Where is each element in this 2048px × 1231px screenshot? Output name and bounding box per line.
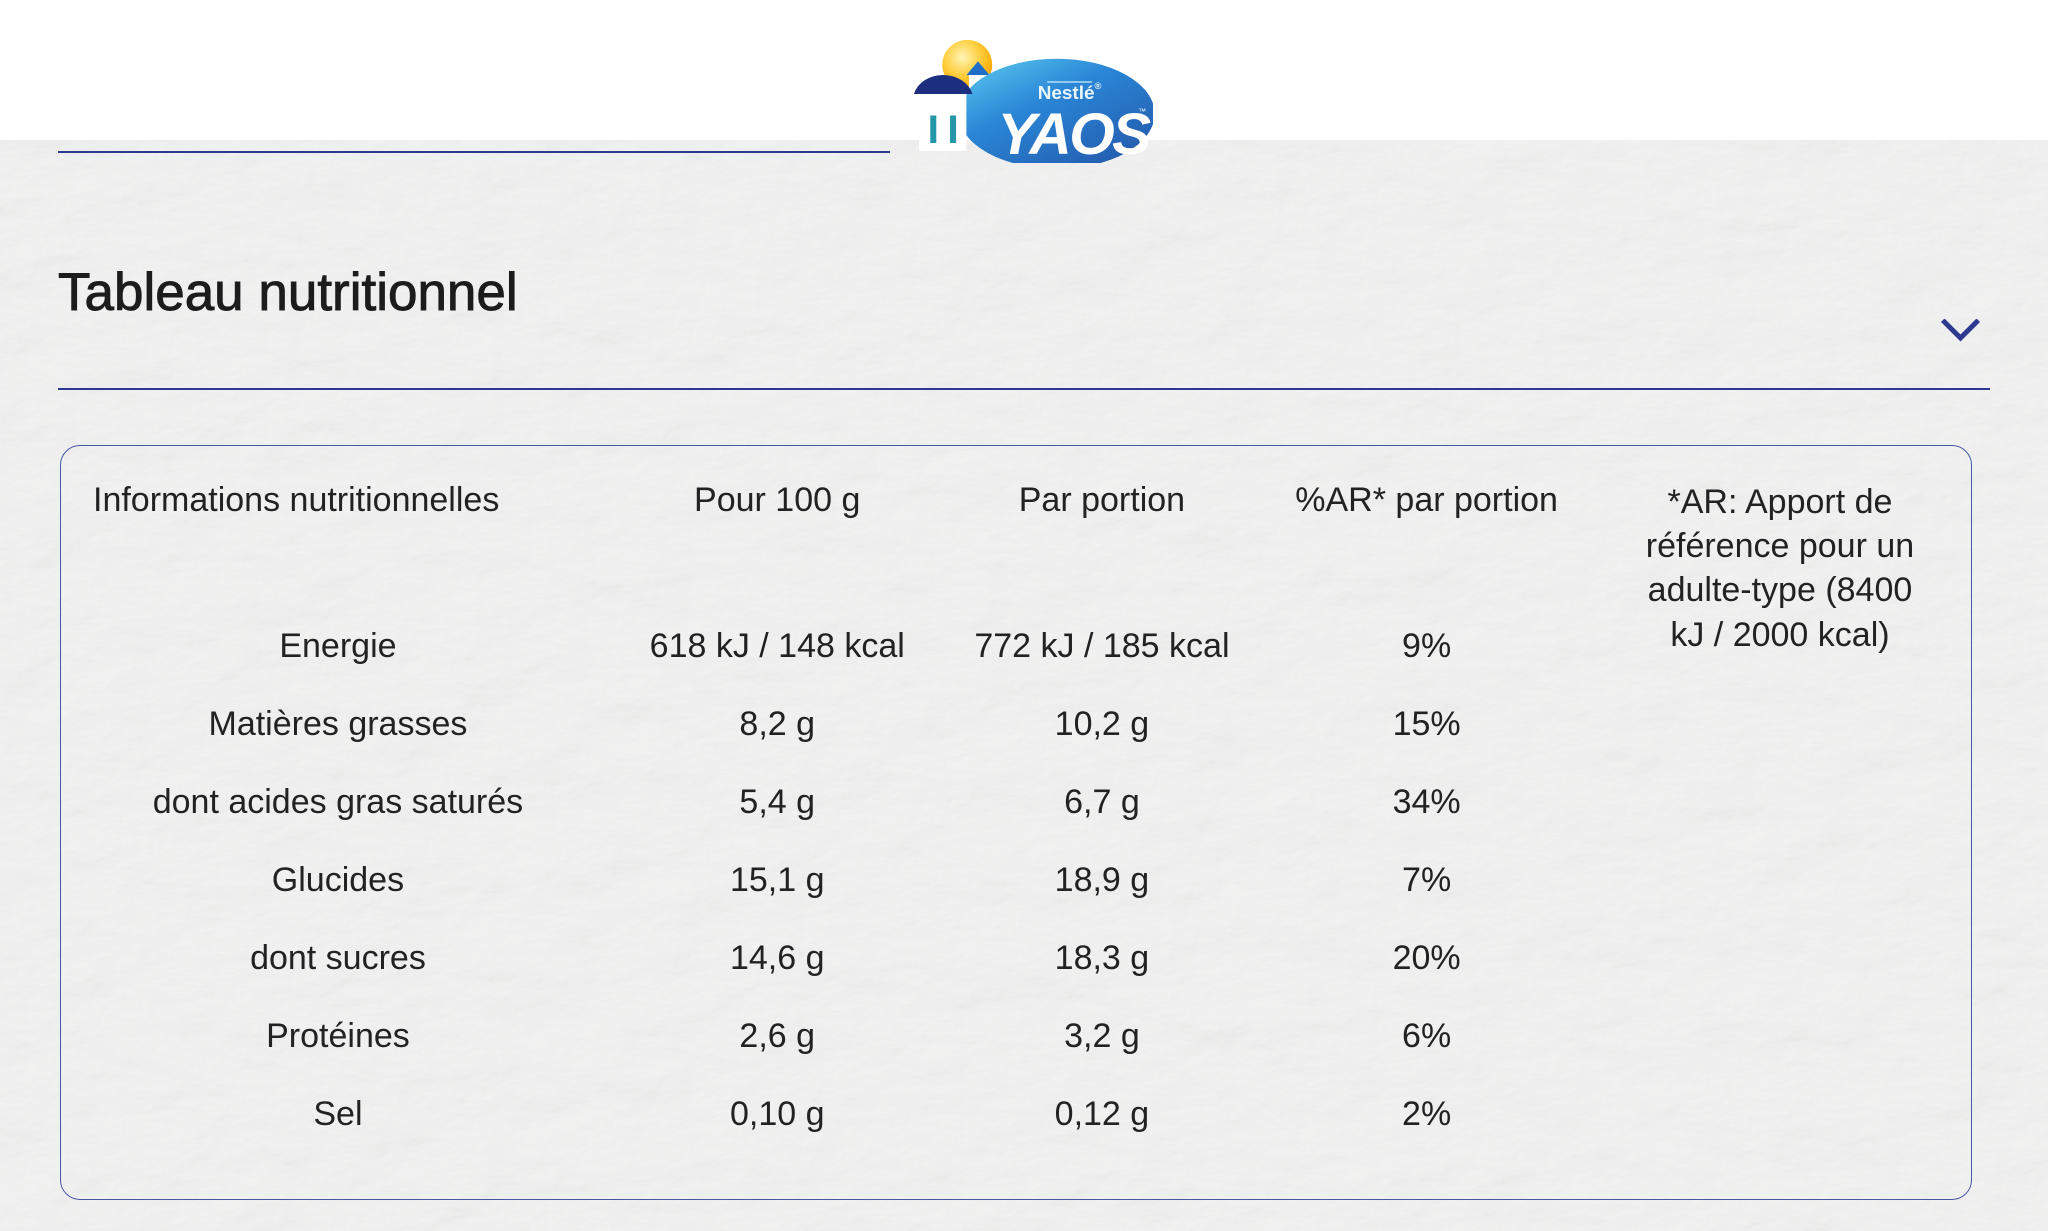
svg-text:Nestlé®: Nestlé® — [1038, 81, 1102, 104]
svg-text:YAOS: YAOS — [997, 102, 1151, 163]
svg-text:™: ™ — [1138, 107, 1146, 116]
